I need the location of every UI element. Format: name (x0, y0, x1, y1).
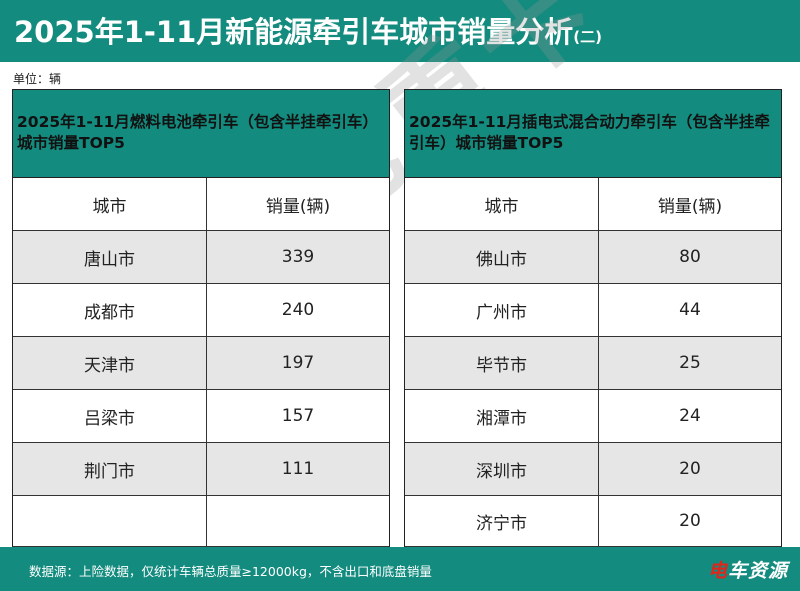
city-cell: 荆门市 (13, 443, 207, 495)
column-header-city: 城市 (405, 178, 599, 230)
sales-cell: 20 (679, 511, 701, 531)
city-cell: 成都市 (13, 284, 207, 336)
table-header-row: 城市 销量(辆) (405, 178, 781, 231)
sales-cell: 24 (679, 406, 701, 426)
city-cell: 天津市 (13, 337, 207, 389)
table-header-row: 城市 销量(辆) (13, 178, 389, 231)
brand-logo: 电车资源 (708, 556, 788, 583)
city-cell: 唐山市 (13, 231, 207, 283)
sales-cell: 157 (281, 406, 315, 426)
page-title-main: 2025年1-11月新能源牵引车城市销量分析 (14, 15, 574, 49)
brand-logo-accent: 电 (707, 560, 728, 582)
fuel-cell-table: 2025年1-11月燃料电池牵引车（包含半挂牵引车）城市销量TOP5 城市 销量… (12, 89, 390, 547)
sales-cell: 111 (281, 459, 315, 479)
table-row: 吕梁市 157 (13, 390, 389, 443)
city-cell: 吕梁市 (13, 390, 207, 442)
sales-cell: 240 (281, 300, 315, 320)
data-source-note: 数据源：上险数据，仅统计车辆总质量≥12000kg，不含出口和底盘销量 (29, 564, 432, 579)
table-row: 毕节市 25 (405, 337, 781, 390)
table-row: 唐山市 339 (13, 231, 389, 284)
sales-cell (207, 496, 389, 546)
column-header-sales: 销量(辆) (657, 196, 723, 217)
table-row: 荆门市 111 (13, 443, 389, 496)
sales-cell: 197 (281, 353, 315, 373)
page-title: 2025年1-11月新能源牵引车城市销量分析(二) (14, 9, 602, 51)
sales-cell: 25 (679, 353, 701, 373)
page-title-suffix: (二) (573, 28, 603, 46)
sales-cell: 80 (679, 247, 701, 267)
city-cell: 深圳市 (405, 443, 599, 495)
plugin-hybrid-table-title: 2025年1-11月插电式混合动力牵引车（包含半挂牵引车）城市销量TOP5 (405, 89, 781, 178)
column-header-sales: 销量(辆) (265, 196, 331, 217)
table-row: 天津市 197 (13, 337, 389, 390)
table-row: 湘潭市 24 (405, 390, 781, 443)
city-cell: 毕节市 (405, 337, 599, 389)
sales-cell: 339 (281, 247, 315, 267)
unit-label: 单位：辆 (13, 72, 62, 86)
city-cell: 佛山市 (405, 231, 599, 283)
table-row: 济宁市 20 (405, 496, 781, 547)
sales-cell: 20 (679, 459, 701, 479)
city-cell: 湘潭市 (405, 390, 599, 442)
city-cell: 济宁市 (405, 496, 599, 546)
table-row: 深圳市 20 (405, 443, 781, 496)
table-row: 广州市 44 (405, 284, 781, 337)
city-cell: 广州市 (405, 284, 599, 336)
footer-bar: 数据源：上险数据，仅统计车辆总质量≥12000kg，不含出口和底盘销量 电车资源 (0, 547, 800, 591)
city-cell (13, 496, 207, 546)
column-header-city: 城市 (13, 178, 207, 230)
header-bar: 2025年1-11月新能源牵引车城市销量分析(二) (0, 0, 800, 62)
sales-cell: 44 (679, 300, 701, 320)
fuel-cell-table-title: 2025年1-11月燃料电池牵引车（包含半挂牵引车）城市销量TOP5 (13, 89, 389, 178)
table-row-empty (13, 496, 389, 547)
table-row: 佛山市 80 (405, 231, 781, 284)
brand-logo-text: 车资源 (727, 560, 788, 582)
plugin-hybrid-table: 2025年1-11月插电式混合动力牵引车（包含半挂牵引车）城市销量TOP5 城市… (404, 89, 782, 547)
table-row: 成都市 240 (13, 284, 389, 337)
